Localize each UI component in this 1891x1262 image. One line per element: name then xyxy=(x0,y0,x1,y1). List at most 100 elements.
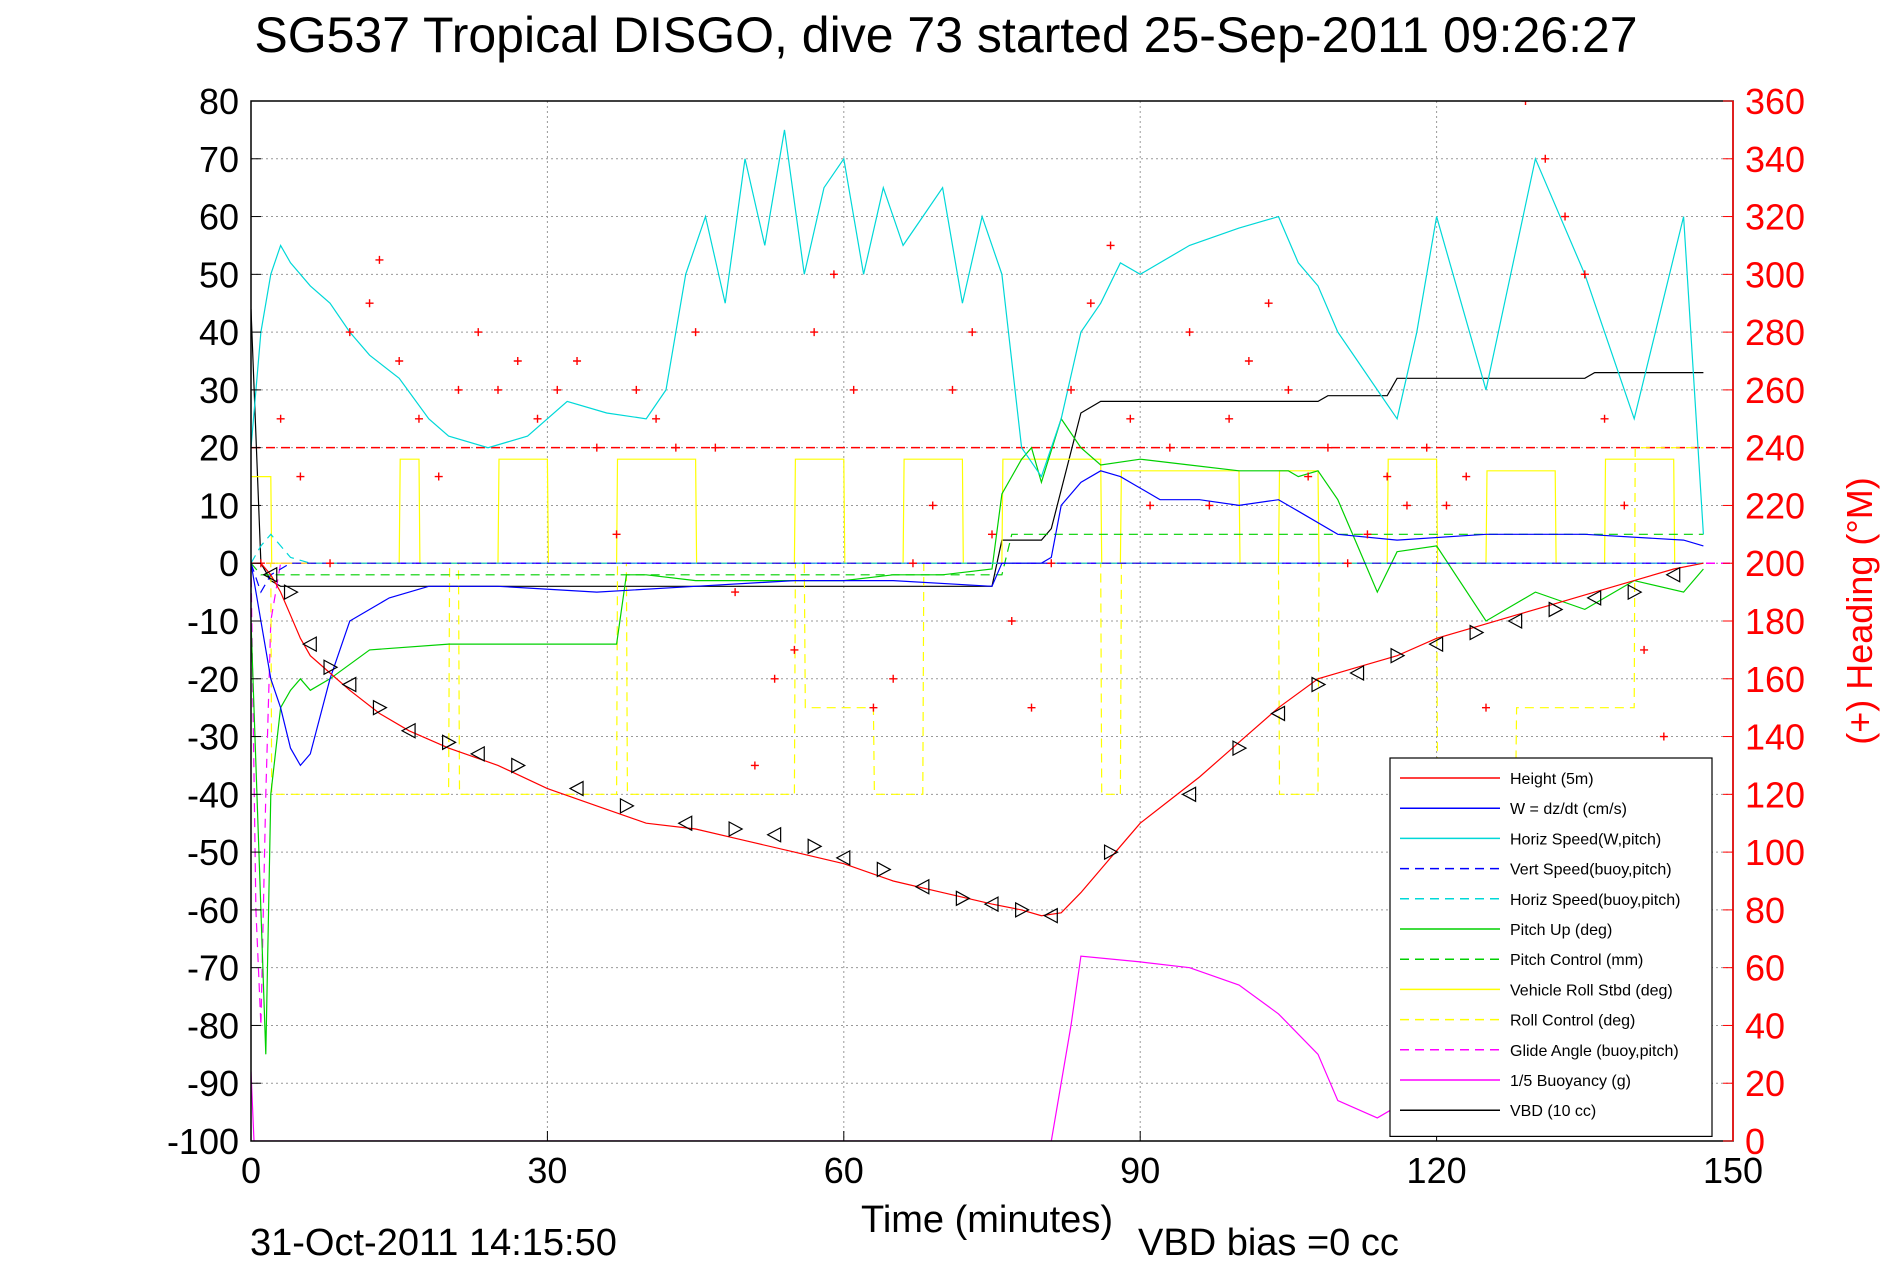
y-tick-label: 80 xyxy=(199,81,239,122)
y-tick-label: 10 xyxy=(199,485,239,526)
heading-point xyxy=(365,299,374,308)
heading-point xyxy=(1541,154,1550,163)
legend-label: W = dz/dt (cm/s) xyxy=(1510,801,1627,818)
heading-point xyxy=(1422,443,1431,452)
right-y-tick-label: 60 xyxy=(1745,948,1785,989)
heading-point xyxy=(948,385,957,394)
right-y-tick-label: 100 xyxy=(1745,832,1805,873)
series-line-1 xyxy=(251,470,1704,767)
right-y-tick-label: 360 xyxy=(1745,81,1805,122)
heading-point xyxy=(533,414,542,423)
heading-point xyxy=(296,472,305,481)
heading-point xyxy=(1126,414,1135,423)
y-tick-label: 20 xyxy=(199,428,239,469)
x-tick-label: 60 xyxy=(824,1150,864,1191)
direction-marker xyxy=(323,659,339,676)
series-line-0 xyxy=(251,562,1704,917)
right-y-tick-label: 40 xyxy=(1745,1005,1785,1046)
heading-point xyxy=(750,761,759,770)
series-line-5 xyxy=(251,417,1704,1055)
heading-point xyxy=(1343,559,1352,568)
y-tick-label: -30 xyxy=(187,717,239,758)
series-line-10 xyxy=(251,955,1437,1141)
direction-marker xyxy=(807,838,823,855)
right-y-tick-label: 300 xyxy=(1745,254,1805,295)
y-tick-label: -100 xyxy=(167,1121,239,1162)
legend-label: Vehicle Roll Stbd (deg) xyxy=(1510,982,1673,999)
direction-marker xyxy=(262,566,278,583)
direction-marker xyxy=(1232,740,1248,757)
heading-point xyxy=(375,255,384,264)
heading-point xyxy=(1580,270,1589,279)
legend-box xyxy=(1389,757,1713,1137)
x-axis-label: Time (minutes) xyxy=(861,1199,1113,1241)
heading-point xyxy=(414,414,423,423)
right-axis-label: (+) Heading (°M) xyxy=(1839,477,1880,744)
y-tick-label: -60 xyxy=(187,890,239,931)
heading-point xyxy=(1402,501,1411,510)
legend-label: Pitch Up (deg) xyxy=(1510,922,1612,939)
heading-point xyxy=(810,328,819,337)
direction-marker xyxy=(400,722,416,739)
direction-marker xyxy=(1349,664,1365,682)
direction-marker xyxy=(1015,901,1030,918)
right-y-tick-label: 0 xyxy=(1745,1121,1765,1162)
direction-marker xyxy=(1428,636,1444,653)
series-line-8 xyxy=(251,447,1704,795)
heading-point xyxy=(1323,443,1332,452)
direction-marker xyxy=(469,745,485,762)
heading-point xyxy=(1482,703,1490,712)
heading-point xyxy=(1620,501,1629,510)
legend-label: Horiz Speed(buoy,pitch) xyxy=(1510,892,1680,909)
axes: 0 30 60 90 120 150-100-90-80-70-60-50-40-30-2… xyxy=(167,81,1805,1191)
heading-point xyxy=(573,357,582,365)
y-tick-label: 60 xyxy=(199,197,239,238)
legend-label: Horiz Speed(W,pitch) xyxy=(1510,831,1661,848)
direction-marker xyxy=(835,849,851,866)
direction-marker xyxy=(1103,844,1119,861)
direction-marker xyxy=(372,699,388,716)
heading-point xyxy=(1659,732,1668,741)
y-tick-label: 0 xyxy=(219,543,239,584)
x-tick-label: 30 xyxy=(527,1150,567,1191)
heading-point xyxy=(395,357,404,365)
heading-point xyxy=(691,328,700,337)
direction-marker xyxy=(955,890,971,907)
direction-marker xyxy=(1043,907,1058,924)
legend-label: Glide Angle (buoy,pitch) xyxy=(1510,1043,1679,1060)
heading-point xyxy=(454,385,463,394)
heading-point xyxy=(1185,328,1194,337)
direction-marker xyxy=(1181,786,1197,803)
direction-marker xyxy=(766,826,782,843)
y-tick-label: -40 xyxy=(187,774,239,815)
heading-point xyxy=(1244,357,1253,365)
heading-point xyxy=(928,501,937,510)
x-tick-label: 150 xyxy=(1703,1150,1763,1191)
direction-marker xyxy=(1469,624,1485,641)
right-y-tick-label: 140 xyxy=(1745,717,1805,758)
right-y-tick-label: 260 xyxy=(1745,370,1805,411)
heading-point xyxy=(612,530,621,539)
heading-point xyxy=(1600,414,1609,423)
direction-marker xyxy=(302,636,317,653)
footer-vbd-bias: VBD bias =0 cc xyxy=(1138,1222,1399,1262)
y-tick-label: -50 xyxy=(187,832,239,873)
right-y-tick-label: 180 xyxy=(1745,601,1805,642)
heading-point xyxy=(1225,414,1234,423)
heading-point xyxy=(513,357,522,365)
legend: Height (5m) W = dz/dt (cm/s) Horiz Speed(W… xyxy=(1389,757,1713,1137)
heading-point xyxy=(1165,443,1174,452)
y-tick-label: -70 xyxy=(187,948,239,989)
right-y-tick-label: 220 xyxy=(1745,485,1805,526)
right-y-tick-label: 80 xyxy=(1745,890,1785,931)
heading-point xyxy=(1383,472,1392,481)
heading-point xyxy=(869,703,878,712)
heading-point xyxy=(494,385,502,394)
x-tick-label: 0 xyxy=(241,1150,261,1191)
heading-point xyxy=(1442,501,1451,510)
heading-point xyxy=(711,443,720,452)
direction-marker xyxy=(341,676,357,693)
heading-point xyxy=(1363,530,1372,539)
x-tick-label: 120 xyxy=(1407,1150,1467,1191)
